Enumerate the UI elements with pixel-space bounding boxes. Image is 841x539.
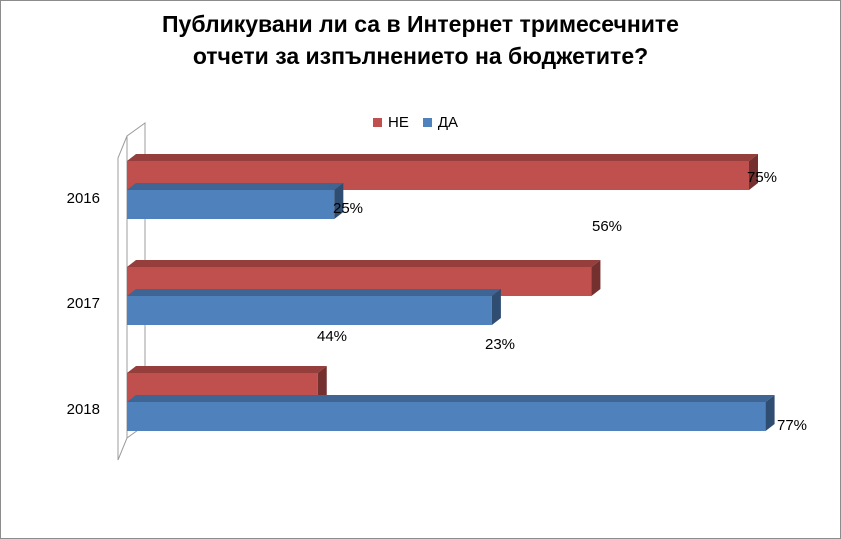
bar-top-2016-da bbox=[127, 183, 344, 190]
legend-swatch-da bbox=[422, 117, 432, 127]
bar-top-2016-ne bbox=[127, 154, 758, 161]
data-label-2018-ne: 23% bbox=[485, 336, 515, 353]
side-wall bbox=[117, 135, 128, 461]
bar-top-2017-da bbox=[127, 289, 501, 296]
chart-title-line-2: отчети за изпълнението на бюджетите? bbox=[192, 43, 649, 69]
bar-top-2018-ne bbox=[127, 366, 327, 373]
bar-top-2017-ne bbox=[127, 260, 601, 267]
data-label-2017-da: 44% bbox=[317, 328, 347, 345]
labels-group: 2016 75% 25% 2017 56% 44% 2018 23% 77% bbox=[67, 169, 807, 434]
legend-label-da: ДА bbox=[437, 113, 459, 131]
chart-title-line-1: Публикувани ли са в Интернет тримесечнит… bbox=[162, 11, 679, 37]
y-tick-label-2017: 2017 bbox=[67, 295, 100, 312]
data-label-2016-ne: 75% bbox=[747, 169, 777, 186]
legend-label-ne: НЕ bbox=[388, 113, 409, 131]
bar-end-2018-da bbox=[765, 395, 775, 431]
bar-2016-da bbox=[127, 183, 344, 219]
legend-item-ne: НЕ bbox=[373, 114, 409, 131]
bar-end-2016-da bbox=[334, 183, 344, 219]
y-tick-label-2016: 2016 bbox=[67, 190, 100, 207]
bar-end-2016-ne bbox=[749, 154, 758, 190]
bar-front-2017-da bbox=[127, 296, 492, 325]
legend-item-da: ДА bbox=[422, 113, 459, 131]
legend: НЕ ДА bbox=[373, 112, 472, 132]
bar-front-2016-da bbox=[127, 190, 335, 219]
bar-end-2017-da bbox=[491, 289, 501, 325]
data-label-2018-da: 77% bbox=[777, 417, 807, 434]
data-label-2017-ne: 56% bbox=[592, 218, 622, 235]
data-label-2016-da: 25% bbox=[333, 200, 363, 217]
bar-front-2018-da bbox=[127, 402, 766, 431]
bar-2017-da bbox=[127, 289, 501, 325]
bar-end-2017-ne bbox=[591, 260, 601, 296]
legend-swatch-ne bbox=[373, 117, 382, 127]
bars-group bbox=[127, 154, 775, 431]
bar-top-2018-da bbox=[127, 395, 775, 402]
bar-2018-da bbox=[127, 395, 775, 431]
bar-end-2018-ne bbox=[317, 366, 327, 402]
chart-title: Публикувани ли са в Интернет тримесечнит… bbox=[0, 8, 841, 72]
y-tick-label-2018: 2018 bbox=[67, 401, 100, 418]
